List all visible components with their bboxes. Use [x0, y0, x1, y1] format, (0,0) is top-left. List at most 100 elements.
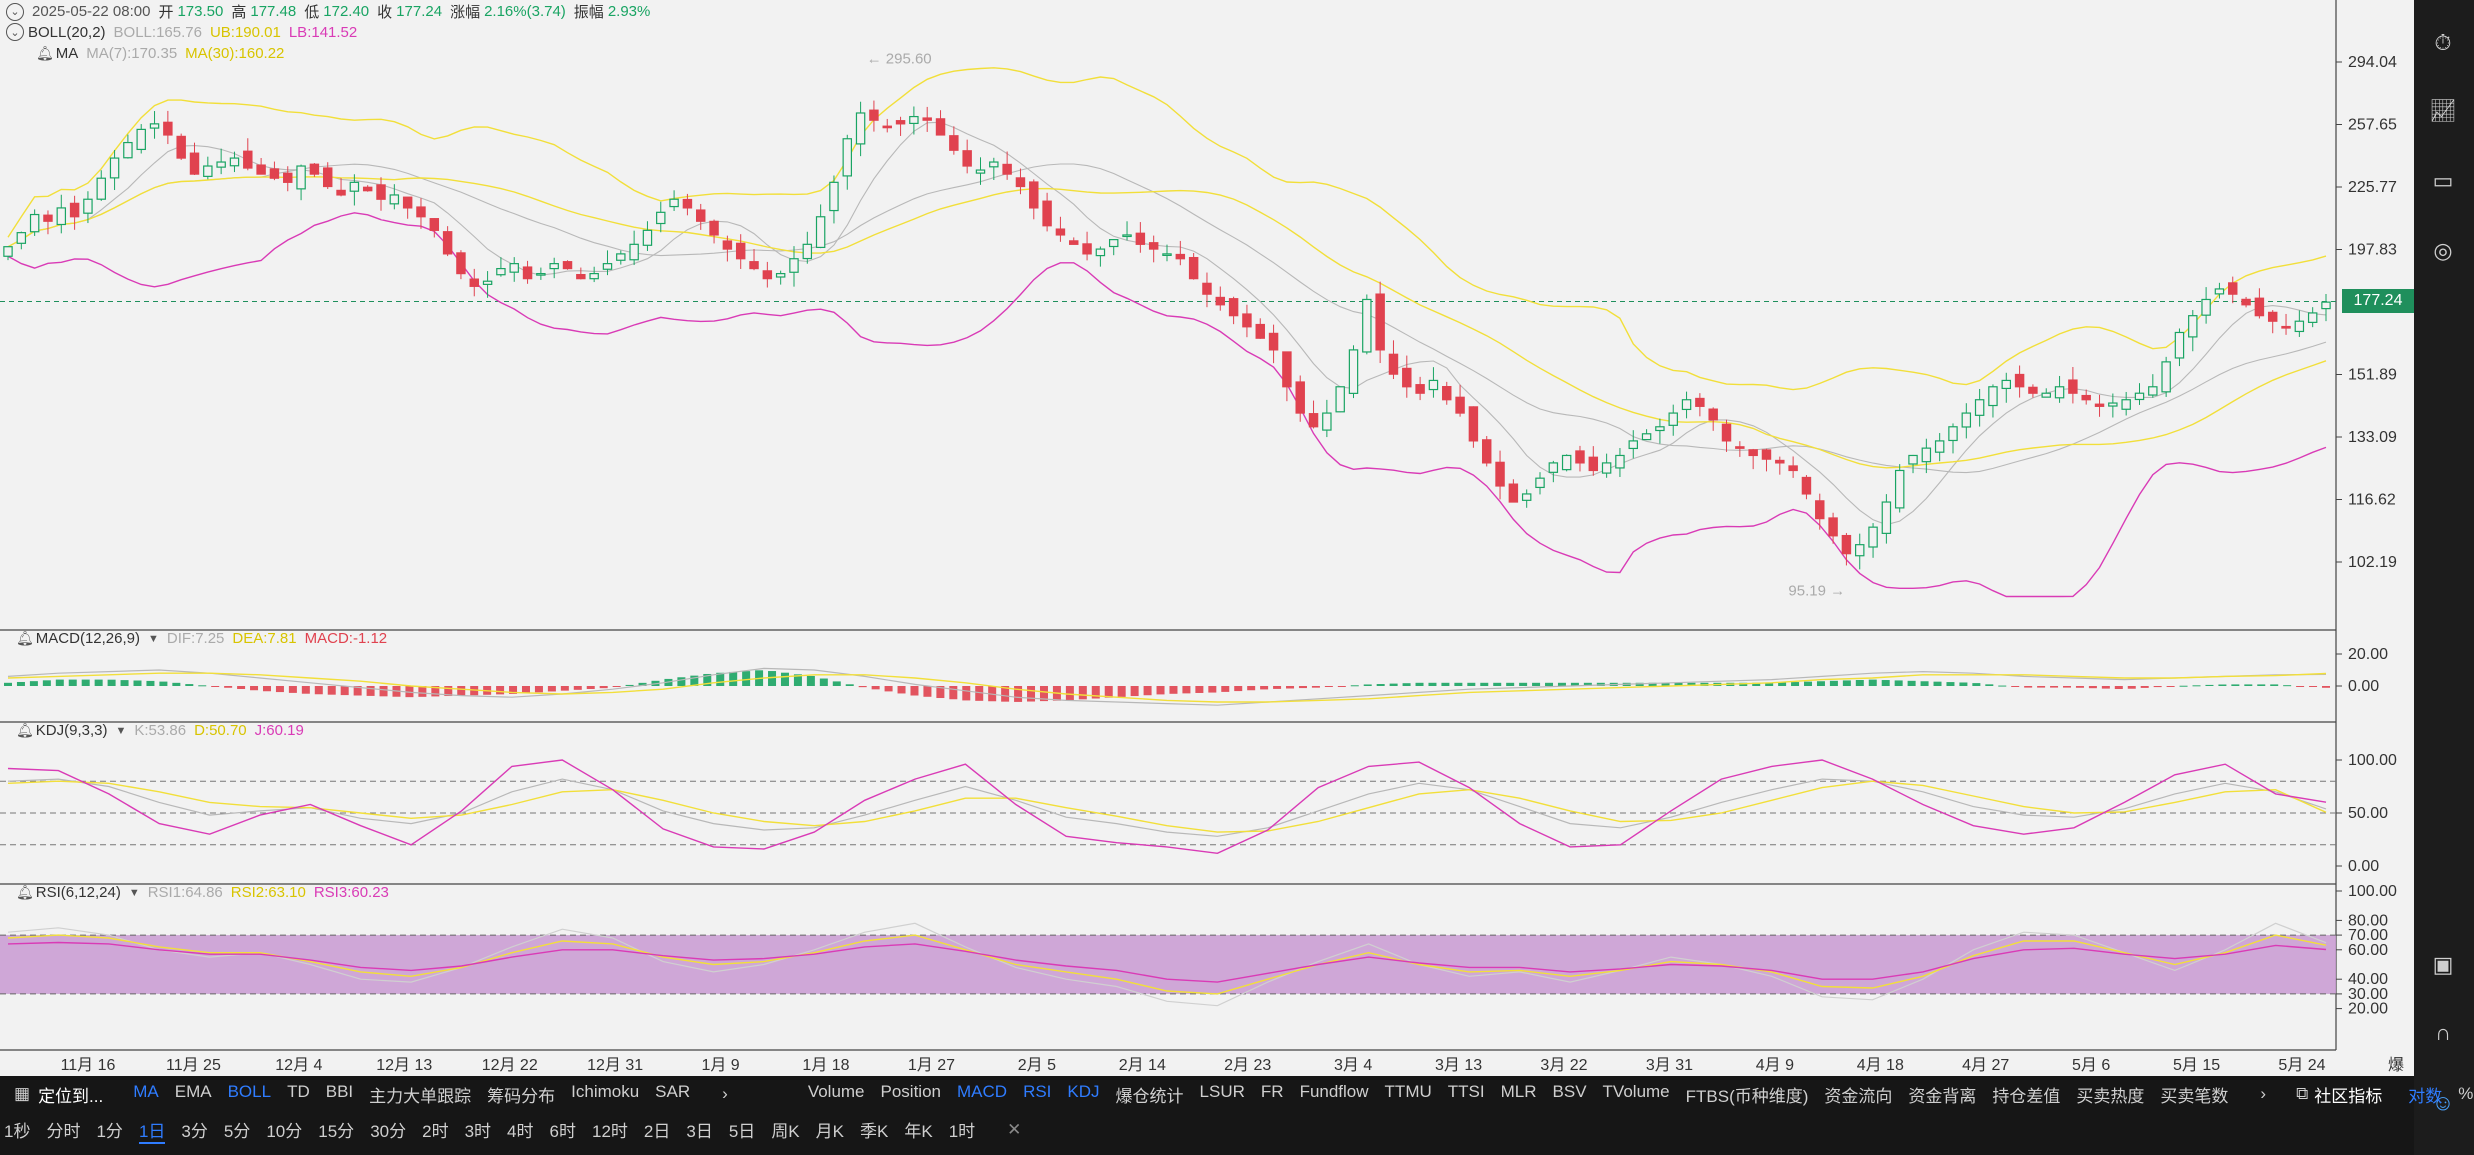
chevron-down-icon[interactable]: ▼	[147, 632, 159, 645]
community-icon[interactable]: ⧉	[2296, 1084, 2309, 1103]
main-indicator-4[interactable]: BBI	[325, 1081, 354, 1101]
sub-indicator-1[interactable]: Position	[880, 1081, 941, 1101]
timeframe-14[interactable]: 2日	[643, 1121, 671, 1141]
chevron-right-icon[interactable]: ›	[722, 1084, 728, 1103]
boll-mid: BOLL:165.76	[113, 23, 202, 41]
sub-indicator-8[interactable]: Fundflow	[1299, 1081, 1369, 1101]
chevron-down-icon[interactable]: ⌄	[6, 23, 24, 41]
x-tick-label: 12月 13	[376, 1057, 432, 1074]
candle	[536, 267, 546, 280]
main-indicator-3[interactable]: TD	[287, 1081, 310, 1101]
sub-indicator-0[interactable]: Volume	[807, 1081, 865, 1101]
main-indicator-0[interactable]: MA	[133, 1081, 159, 1101]
drawing-icon[interactable]: 📈︎	[2429, 98, 2457, 123]
timeframe-16[interactable]: 5日	[728, 1121, 756, 1141]
amp-value: 2.93%	[607, 3, 651, 20]
clock-icon[interactable]: ⏱	[2434, 30, 2452, 55]
main-indicator-6[interactable]: 筹码分布	[487, 1086, 556, 1106]
log-scale-button[interactable]: 对数	[2408, 1086, 2443, 1106]
bell-icon[interactable]: 🔔︎	[36, 45, 54, 61]
timeframe-19[interactable]: 季K	[860, 1121, 889, 1141]
window-icon[interactable]: ▣	[2432, 952, 2454, 977]
sub-indicator-2[interactable]: MACD	[957, 1081, 1008, 1101]
candle	[1481, 436, 1492, 467]
headset-icon[interactable]: ∩	[2435, 1020, 2451, 1045]
monitor-icon[interactable]: ▭	[2432, 168, 2454, 193]
chevron-down-icon[interactable]: ▼	[128, 886, 140, 899]
timeframe-0[interactable]: 1秒	[4, 1121, 31, 1141]
price-tick-label: 294.04	[2348, 54, 2397, 71]
percent-scale-button[interactable]: %	[2458, 1084, 2474, 1103]
chevron-down-icon[interactable]: ▼	[115, 724, 127, 737]
main-indicator-7[interactable]: Ichimoku	[571, 1081, 640, 1101]
timeframe-11[interactable]: 4时	[507, 1121, 534, 1141]
timeframe-2[interactable]: 1分	[96, 1121, 123, 1141]
macd-bar	[936, 686, 945, 699]
candle	[1508, 479, 1519, 503]
bot-icon[interactable]: ☺	[2431, 1090, 2455, 1115]
sub-indicator-9[interactable]: TTMU	[1384, 1081, 1432, 1101]
chart-canvas[interactable]: 294.04 257.65 225.77 197.83 151.89 133.09 116.…	[0, 0, 2414, 1076]
timeframe-1[interactable]: 分时	[46, 1121, 81, 1141]
timeframe-9[interactable]: 2时	[422, 1121, 449, 1141]
timeframe-12[interactable]: 6时	[549, 1121, 576, 1141]
ma-name[interactable]: MA	[55, 45, 79, 62]
candle	[642, 221, 653, 251]
main-indicator-5[interactable]: 主力大单跟踪	[369, 1086, 472, 1106]
locate-button[interactable]: 定位到...	[38, 1086, 104, 1106]
macd-dea: DEA:7.81	[232, 630, 297, 647]
bell-icon[interactable]: 🔔︎	[16, 884, 34, 900]
candle	[1002, 151, 1012, 180]
ma7: MA(7):170.35	[86, 45, 178, 62]
community-indicator-button[interactable]: 社区指标	[2314, 1086, 2383, 1106]
sub-indicator-11[interactable]: MLR	[1500, 1081, 1537, 1101]
chevron-down-icon[interactable]: ⌄	[6, 2, 24, 21]
sub-indicator-3[interactable]: RSI	[1023, 1081, 1052, 1101]
bell-icon[interactable]: 🔔︎	[16, 630, 34, 646]
main-indicator-2[interactable]: BOLL	[227, 1081, 272, 1101]
timeframe-15[interactable]: 3日	[686, 1121, 713, 1141]
sub-indicator-14[interactable]: FTBS(币种维度)	[1685, 1086, 1809, 1106]
timeframe-5[interactable]: 5分	[223, 1121, 251, 1141]
timeframe-17[interactable]: 周K	[771, 1121, 800, 1141]
sub-indicator-17[interactable]: 持仓差值	[1992, 1086, 2061, 1106]
sub-indicator-13[interactable]: TVolume	[1602, 1081, 1670, 1101]
sub-indicator-10[interactable]: TTSI	[1447, 1081, 1485, 1101]
timeframe-20[interactable]: 年K	[904, 1121, 933, 1141]
broadcast-icon[interactable]: ◎	[2433, 238, 2453, 263]
candle	[1362, 294, 1372, 355]
timeframe-4[interactable]: 3分	[181, 1121, 208, 1141]
boll-name[interactable]: BOLL(20,2)	[28, 23, 106, 41]
sub-indicator-7[interactable]: FR	[1260, 1081, 1284, 1101]
sub-indicator-18[interactable]: 买卖热度	[2076, 1086, 2145, 1106]
sub-indicator-12[interactable]: BSV	[1552, 1081, 1587, 1101]
bell-icon[interactable]: 🔔︎	[16, 722, 34, 738]
rsi-name[interactable]: RSI(6,12,24)	[35, 884, 121, 901]
timeframe-3[interactable]: 1日	[138, 1117, 166, 1144]
close-icon[interactable]: ✕	[1007, 1120, 1022, 1139]
macd-name[interactable]: MACD(12,26,9)	[35, 630, 140, 647]
timeframe-7[interactable]: 15分	[318, 1121, 355, 1141]
macd-bar	[1104, 686, 1113, 698]
macd-bar	[2166, 686, 2175, 687]
timeframe-18[interactable]: 月K	[815, 1121, 844, 1141]
timeframe-13[interactable]: 12时	[591, 1121, 628, 1141]
sub-indicator-4[interactable]: KDJ	[1067, 1081, 1100, 1101]
main-indicator-8[interactable]: SAR	[655, 1081, 691, 1101]
timeframe-8[interactable]: 30分	[370, 1121, 407, 1141]
timeframe-6[interactable]: 10分	[266, 1121, 303, 1141]
main-indicator-1[interactable]: EMA	[174, 1081, 212, 1101]
sub-indicator-19[interactable]: 买卖笔数	[2160, 1086, 2229, 1106]
sub-tick-label: 40.00	[2348, 971, 2388, 988]
kdj-name[interactable]: KDJ(9,3,3)	[35, 722, 108, 739]
calendar-icon[interactable]: ▦	[14, 1084, 31, 1103]
timeframe-21[interactable]: 1时	[948, 1121, 976, 1141]
macd-bar	[2179, 685, 2188, 687]
sub-indicator-5[interactable]: 爆仓统计	[1115, 1086, 1184, 1106]
sub-indicator-15[interactable]: 资金流向	[1824, 1086, 1893, 1106]
chevron-right-icon[interactable]: ›	[2260, 1084, 2267, 1103]
timeframe-10[interactable]: 3时	[464, 1121, 492, 1141]
sub-indicator-16[interactable]: 资金背离	[1908, 1086, 1977, 1106]
close-value: 177.24	[396, 3, 443, 20]
sub-indicator-6[interactable]: LSUR	[1199, 1081, 1245, 1101]
